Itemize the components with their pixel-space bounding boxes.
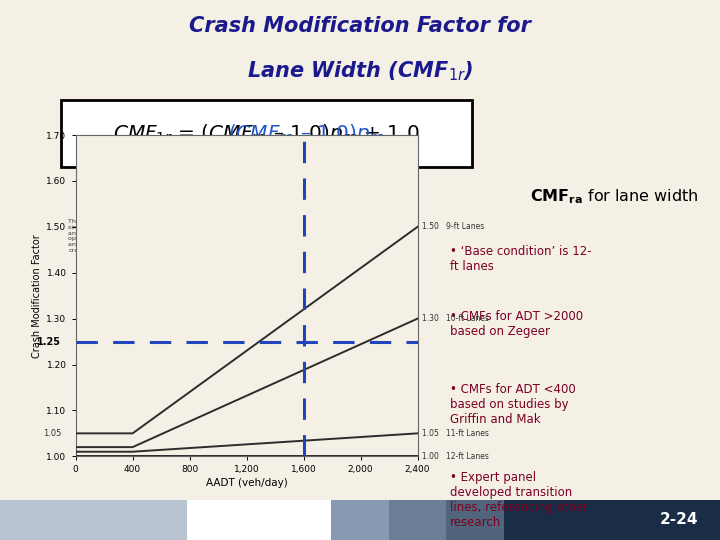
Bar <box>446 500 504 540</box>
Bar <box>389 500 446 540</box>
Bar <box>94 500 187 540</box>
Text: 1.05: 1.05 <box>43 429 61 438</box>
Text: • CMFs for ADT >2000
based on Zegeer: • CMFs for ADT >2000 based on Zegeer <box>450 310 583 338</box>
Text: 1.50   9-ft Lanes: 1.50 9-ft Lanes <box>422 222 484 231</box>
Text: 2-24: 2-24 <box>660 512 698 527</box>
Text: The factor applies to
single-vehicle run-off-the-road
and multiple-vehicle head-: The factor applies to single-vehicle run… <box>68 219 163 253</box>
Bar <box>259 500 331 540</box>
Text: Crash Modification Factor for: Crash Modification Factor for <box>189 16 531 36</box>
Text: • ‘Base condition’ is 12-
ft lanes: • ‘Base condition’ is 12- ft lanes <box>450 245 592 273</box>
Text: 1.05   11-ft Lanes: 1.05 11-ft Lanes <box>422 429 489 438</box>
Text: • Expert panel
developed transition
lines, referencing other
research: • Expert panel developed transition line… <box>450 471 588 530</box>
Bar <box>0 500 94 540</box>
Text: 1.25: 1.25 <box>37 336 61 347</box>
Text: 1.30   10-ft Lanes: 1.30 10-ft Lanes <box>422 314 489 323</box>
Text: Lane Width (CMF$_{1r}$): Lane Width (CMF$_{1r}$) <box>247 60 473 83</box>
Bar <box>187 500 259 540</box>
Text: ($\mathit{CMF_{ra}}$ – 1.0)$\mathit{p_{ra}}$: ($\mathit{CMF_{ra}}$ – 1.0)$\mathit{p_{r… <box>228 122 384 145</box>
Text: $\mathbf{CMF_{ra}}$ for lane width: $\mathbf{CMF_{ra}}$ for lane width <box>530 187 698 206</box>
FancyBboxPatch shape <box>61 100 472 166</box>
X-axis label: AADT (veh/day): AADT (veh/day) <box>206 478 287 489</box>
Text: • CMFs for ADT <400
based on studies by
Griffin and Mak: • CMFs for ADT <400 based on studies by … <box>450 383 576 426</box>
Bar <box>331 500 389 540</box>
Text: 1.00   12-ft Lanes: 1.00 12-ft Lanes <box>422 452 489 461</box>
Y-axis label: Crash Modification Factor: Crash Modification Factor <box>32 234 42 357</box>
Text: $\mathit{CMF_{1r}}$ = ($\mathit{CMF_{ra}}$ – 1.0)$\mathit{p_{ra}}$ + 1.0: $\mathit{CMF_{1r}}$ = ($\mathit{CMF_{ra}… <box>113 122 420 145</box>
Bar <box>504 500 720 540</box>
